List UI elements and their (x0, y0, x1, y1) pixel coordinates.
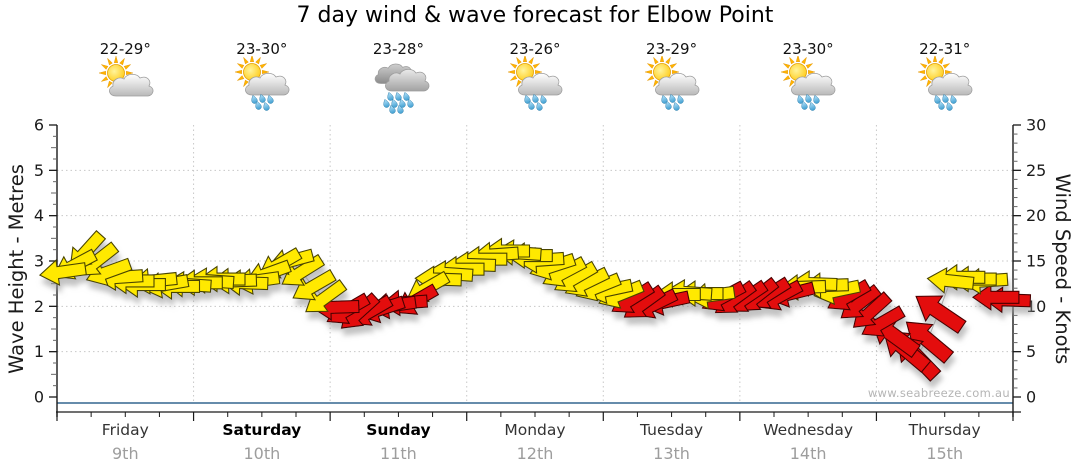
right-axis-tick-label: 20 (1026, 206, 1046, 225)
wind-arrow (926, 266, 975, 294)
left-axis-tick-label: 1 (34, 342, 44, 361)
date-label-thursday: 15th (926, 444, 964, 463)
temp-range-tuesday: 23-29° (646, 40, 698, 58)
weather-friday (92, 56, 158, 116)
sun-cloud-rain-icon (234, 56, 290, 111)
page-title: 7 day wind & wave forecast for Elbow Poi… (296, 3, 774, 28)
right-axis-tick-label: 30 (1026, 116, 1046, 135)
wind-arrow (292, 268, 337, 301)
sun-cloud-rain-icon (643, 56, 699, 111)
temp-range-friday: 22-29° (99, 40, 151, 58)
left-axis-title: Wave Height - Metres (5, 164, 28, 374)
sun-cloud-rain-icon (507, 56, 563, 111)
temp-range-saturday: 23-30° (236, 40, 288, 58)
day-label-monday: Monday (504, 421, 566, 439)
left-axis-tick-label: 0 (34, 388, 44, 407)
watermark: www.seabreeze.com.au (867, 386, 1010, 400)
date-label-friday: 9th (111, 444, 139, 463)
wind-arrow (305, 279, 348, 313)
weather-wednesday (775, 56, 841, 116)
left-axis-tick-label: 6 (34, 116, 44, 135)
wind-arrow (915, 295, 967, 334)
sun-cloud-rain-icon (916, 56, 973, 111)
temp-range-thursday: 22-31° (919, 40, 971, 58)
sun-cloud-rain-icon (780, 56, 836, 111)
day-label-friday: Friday (101, 421, 149, 439)
date-label-saturday: 10th (243, 444, 281, 463)
day-label-tuesday: Tuesday (640, 421, 704, 439)
right-axis-tick-label: 15 (1026, 252, 1046, 271)
right-axis-tick-label: 25 (1026, 161, 1046, 180)
wind-arrows (38, 230, 1032, 382)
date-label-monday: 12th (516, 444, 554, 463)
wind-arrow (38, 259, 87, 286)
left-axis-tick-label: 4 (34, 206, 44, 225)
right-axis-title: Wind Speed - Knots (1051, 173, 1074, 365)
right-axis-tick-label: 10 (1026, 297, 1046, 316)
temp-range-wednesday: 23-30° (782, 40, 834, 58)
wind-arrow (971, 283, 1020, 311)
day-label-sunday: Sunday (366, 421, 431, 439)
weather-thursday (912, 56, 978, 116)
weather-sunday (365, 56, 431, 116)
weather-monday (502, 56, 568, 116)
rain-icon (375, 63, 430, 114)
date-label-sunday: 11th (380, 444, 417, 463)
weather-saturday (229, 56, 295, 116)
left-axis-tick-label: 5 (34, 161, 44, 180)
day-label-saturday: Saturday (222, 421, 302, 439)
day-label-thursday: Thursday (908, 421, 981, 439)
day-label-wednesday: Wednesday (763, 421, 853, 439)
left-axis-tick-label: 3 (34, 252, 44, 271)
left-axis-tick-label: 2 (34, 297, 44, 316)
right-axis-tick-label: 0 (1026, 388, 1036, 407)
weather-tuesday (639, 56, 705, 116)
date-label-tuesday: 13th (653, 444, 690, 463)
temp-range-monday: 23-26° (509, 40, 561, 58)
temp-range-sunday: 23-28° (372, 40, 424, 58)
right-axis-tick-label: 5 (1026, 342, 1036, 361)
date-label-wednesday: 14th (789, 444, 827, 463)
sun-cloud-icon (98, 56, 154, 97)
